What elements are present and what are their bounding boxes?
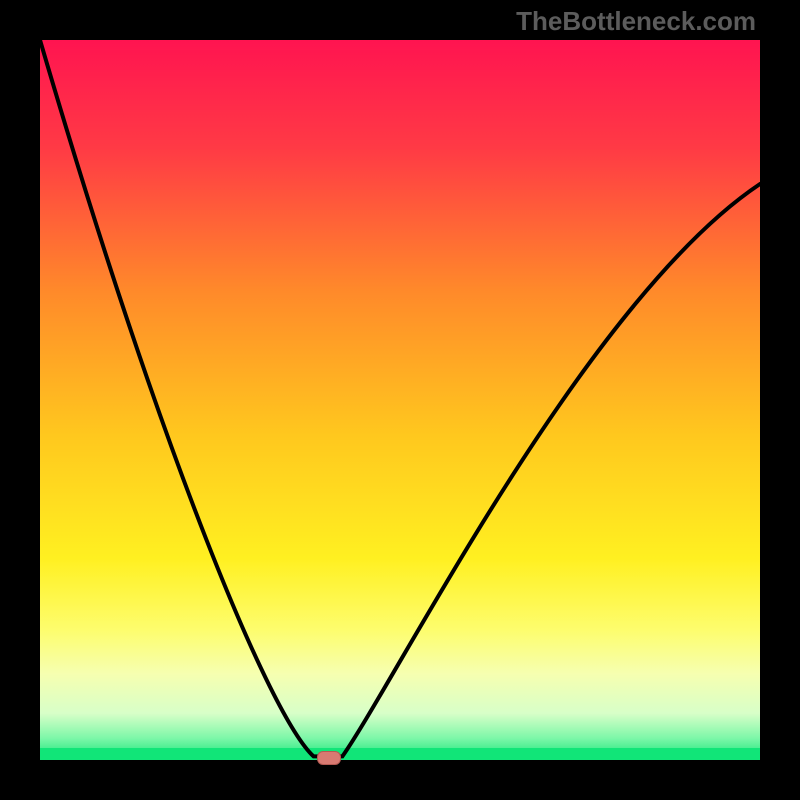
watermark-text: TheBottleneck.com — [516, 6, 756, 37]
optimum-marker — [317, 751, 341, 765]
plot-area — [40, 40, 760, 760]
gradient-background — [40, 40, 760, 760]
chart-container: TheBottleneck.com — [0, 0, 800, 800]
green-baseline-band — [40, 748, 760, 760]
